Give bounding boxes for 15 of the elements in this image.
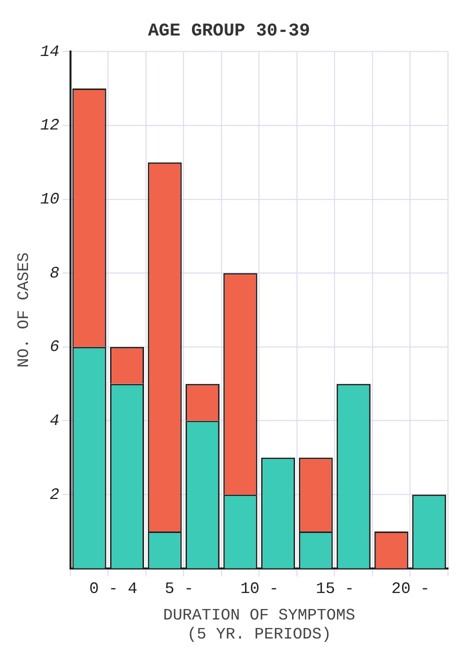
y-tick-label: 4 <box>50 412 60 430</box>
y-axis-title: NO. OF CASES <box>14 252 33 368</box>
chart-title: AGE GROUP 30-39 <box>148 21 310 42</box>
x-tick-label: 5 - <box>164 580 194 598</box>
x-axis-title: DURATION OF SYMPTOMS (5 YR. PERIODS) <box>163 606 356 644</box>
y-tick-label: 14 <box>40 42 60 61</box>
x-tick-label: 20 - <box>391 580 430 598</box>
y-tick-label: 2 <box>50 486 60 504</box>
x-tick-label: 0 - 4 <box>89 580 138 598</box>
x-tick-label: 15 - <box>316 580 354 598</box>
y-tick-label: 10 <box>40 190 60 208</box>
y-tick-label: 12 <box>40 116 60 135</box>
x-tick-label: 10 - <box>240 580 279 598</box>
y-tick-label: 8 <box>50 264 60 282</box>
y-tick-label: 6 <box>50 338 60 356</box>
